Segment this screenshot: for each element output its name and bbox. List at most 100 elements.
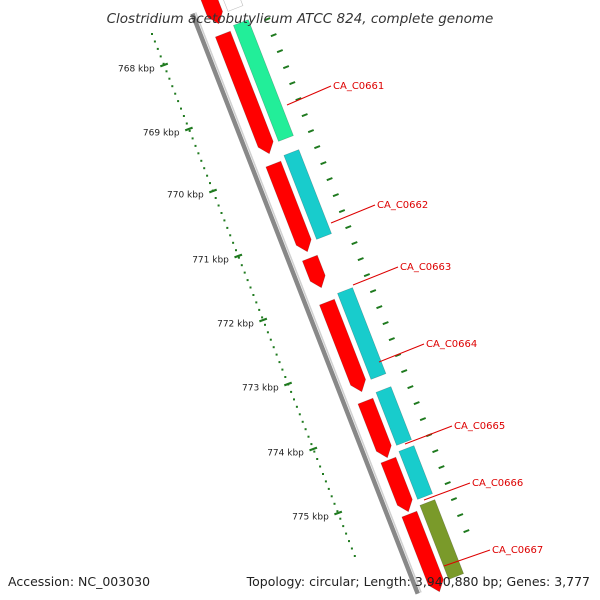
gene-bar xyxy=(223,0,244,12)
outer-ruler-tick xyxy=(438,465,445,470)
gene-label: CA_C0664 xyxy=(426,339,477,350)
ruler-dot xyxy=(232,241,235,244)
ruler-dot xyxy=(171,85,174,88)
ruler-tick-label: 771 kbp xyxy=(192,256,229,266)
ruler-dot xyxy=(255,301,258,304)
outer-ruler-tick xyxy=(307,129,315,134)
ruler-dot xyxy=(348,540,350,543)
gene-leader-line xyxy=(423,482,471,501)
outer-ruler-tick xyxy=(401,369,408,374)
ruler-dot xyxy=(159,55,162,58)
cds-arrow xyxy=(401,510,444,593)
ruler-dot xyxy=(304,428,307,431)
backbone-layer xyxy=(190,12,470,595)
label-layer: CA_C0661 CA_C0662 CA_C0663 CA_C0664 CA_C0665… xyxy=(286,81,543,567)
ruler-dot xyxy=(301,420,304,423)
ruler-dot xyxy=(180,107,182,110)
outer-ruler-tick xyxy=(345,225,352,230)
ruler-dot xyxy=(272,346,275,349)
ruler-dot xyxy=(165,70,168,73)
outer-ruler-tick xyxy=(314,145,321,150)
ruler-tick-label: 773 kbp xyxy=(242,384,279,394)
outer-ruler-tick xyxy=(394,353,402,358)
ruler-dot xyxy=(295,405,298,408)
gene-bar xyxy=(337,287,387,380)
ruler-dot xyxy=(327,487,330,490)
gene-bar xyxy=(419,499,464,580)
topology-text: Topology: circular; Length: 3,940,880 bp… xyxy=(246,574,590,589)
gene-bar xyxy=(375,386,412,446)
ruler-dot xyxy=(214,197,217,199)
ruler-dot xyxy=(339,517,342,520)
ruler-major-tick xyxy=(283,381,293,387)
ruler-dot xyxy=(264,323,266,326)
gene-leader-line xyxy=(443,549,491,567)
ruler-dot xyxy=(336,510,339,513)
ruler-layer: 768 kbp 769 kbp 770 kbp 771 kbp 772 kbp 773 k… xyxy=(118,33,356,557)
cds-arrow xyxy=(200,0,223,25)
ruler-dot xyxy=(200,159,203,162)
ruler-dot xyxy=(316,458,319,460)
ruler-dot xyxy=(243,271,246,274)
outer-ruler-tick xyxy=(270,33,277,38)
ruler-dot xyxy=(275,353,278,356)
ruler-dot xyxy=(278,361,281,364)
ruler-dot xyxy=(182,115,185,117)
cds-arrow xyxy=(215,30,274,155)
ruler-major-tick xyxy=(208,188,218,194)
ruler-dot xyxy=(217,204,220,207)
genome-backbone xyxy=(190,12,420,595)
ruler-major-tick xyxy=(259,317,268,323)
ruler-dot xyxy=(313,450,316,453)
ruler-dot xyxy=(249,286,252,289)
ruler-major-tick xyxy=(159,62,169,68)
gene-leader-line xyxy=(404,425,453,445)
ruler-tick-label: 775 kbp xyxy=(292,513,329,523)
backbone-highlight xyxy=(194,12,422,593)
cds-arrow xyxy=(302,254,326,289)
ruler-dot xyxy=(319,465,322,468)
ruler-dot xyxy=(246,279,249,282)
gene-leader-line xyxy=(378,343,425,363)
ruler-dot xyxy=(342,525,345,528)
ruler-dot xyxy=(220,212,223,214)
ruler-dot xyxy=(235,249,237,252)
outer-ruler-tick xyxy=(301,113,308,118)
outer-ruler-tick xyxy=(457,513,464,518)
gene-label: CA_C0665 xyxy=(454,421,505,432)
ruler-dot xyxy=(293,398,295,401)
outer-ruler-tick xyxy=(320,161,327,166)
ruler-dot xyxy=(185,122,188,125)
ruler-dot xyxy=(281,368,284,371)
outer-ruler-tick xyxy=(419,417,427,422)
ruler-dot xyxy=(290,390,293,393)
ruler-dot xyxy=(350,547,353,550)
gene-label: CA_C0662 xyxy=(377,200,428,211)
ruler-major-tick xyxy=(334,510,343,516)
ruler-dot xyxy=(252,294,255,296)
outer-ruler-tick xyxy=(276,49,284,54)
ruler-dot xyxy=(330,495,333,498)
ruler-dot xyxy=(229,234,232,237)
outer-ruler-tick xyxy=(338,209,346,214)
ruler-major-tick xyxy=(234,253,243,259)
outer-ruler-tick xyxy=(357,257,364,262)
outer-ruler-tick xyxy=(351,241,358,246)
gene-label: CA_C0663 xyxy=(400,262,451,273)
ruler-dot xyxy=(191,137,194,140)
ruler-dot xyxy=(333,502,336,505)
cds-arrow xyxy=(319,298,366,393)
ruler-dot xyxy=(194,144,197,147)
ruler-dot xyxy=(269,338,272,341)
ruler-dot xyxy=(353,555,356,557)
ruler-dot xyxy=(266,331,269,334)
ruler-dot xyxy=(162,62,165,65)
ruler-major-tick xyxy=(184,126,193,132)
gene-label: CA_C0661 xyxy=(333,81,384,92)
outer-ruler-tick xyxy=(289,81,296,86)
outer-ruler-tick xyxy=(444,481,451,486)
ruler-dot xyxy=(151,33,153,35)
outer-ruler-tick xyxy=(450,497,458,502)
outer-ruler-tick xyxy=(388,337,395,342)
